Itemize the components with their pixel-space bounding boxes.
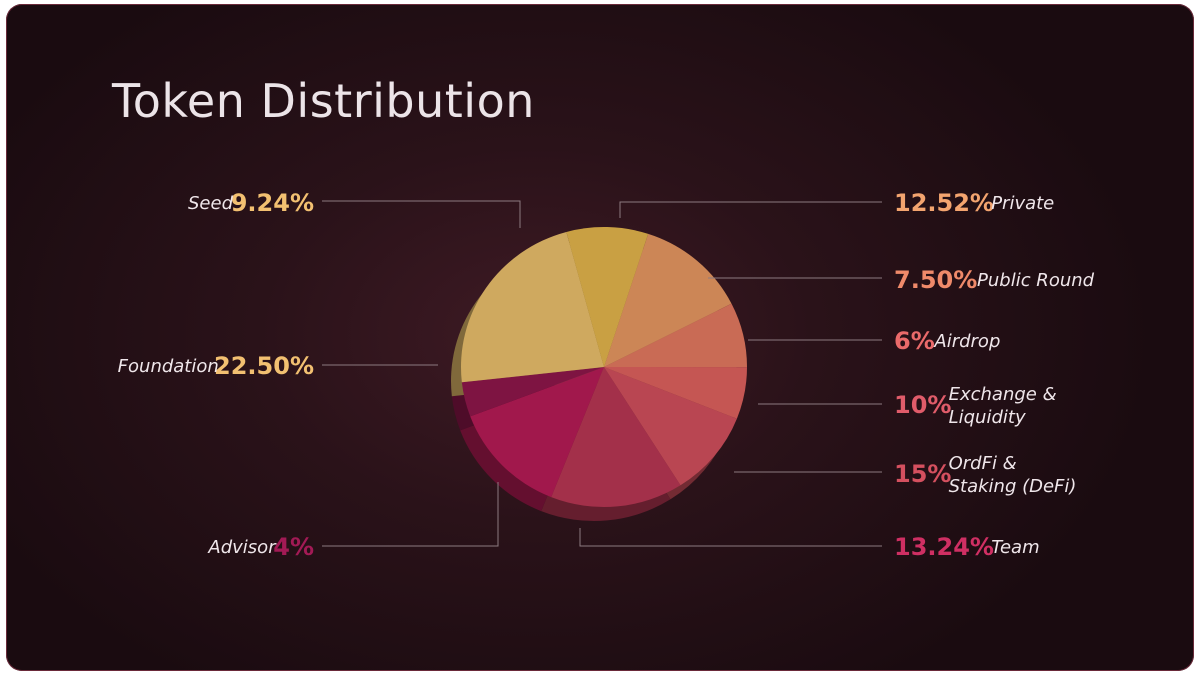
callout-line-seed xyxy=(322,200,521,228)
callout-name-airdrop: Airdrop xyxy=(933,331,1000,352)
pie-slices xyxy=(461,227,747,507)
callout-name-public-round: Public Round xyxy=(977,270,1095,291)
callout-pct-exchange-liquidity: 10% xyxy=(894,391,951,419)
chart-title: Token Distribution xyxy=(112,74,535,128)
callout-pct-public-round: 7.50% xyxy=(894,266,977,294)
callout-pct-advisor: 4% xyxy=(273,533,314,561)
callout-line-private xyxy=(619,201,882,218)
callout-name-exchange-liquidity: Exchange & xyxy=(949,384,1057,405)
pie-slice-exchange-liquidity xyxy=(604,367,737,486)
pie-slice-team xyxy=(470,367,604,498)
callout-name-ordfi-staking-defi: OrdFi & xyxy=(949,453,1017,474)
pie-slice-seed xyxy=(566,227,649,367)
callout-line-advisor xyxy=(322,482,499,547)
callout-name-team: Team xyxy=(991,537,1039,558)
pie-slice-ordfi-staking-defi xyxy=(551,367,681,507)
pie-slice-public-round xyxy=(604,303,747,368)
pie-slice-advisor xyxy=(461,367,604,417)
callout-name-advisor: Advisor xyxy=(207,537,277,558)
callout-line-team xyxy=(579,528,882,547)
callout-pct-team: 13.24% xyxy=(894,533,994,561)
pie-slice-foundation xyxy=(461,231,604,383)
callout-labels: 12.52%Private 7.50% Public Round 6% Airdrop 1… xyxy=(118,189,1095,561)
callout-name-private: Private xyxy=(991,193,1054,214)
callout-name-foundation: Foundation xyxy=(118,356,219,377)
callout-pct-airdrop: 6% xyxy=(894,327,935,355)
callout-name-seed: Seed xyxy=(188,193,234,214)
callout-pct-foundation: 22.50% xyxy=(214,352,314,380)
callout-name-exchange-liquidity: Liquidity xyxy=(949,407,1026,428)
callout-pct-ordfi-staking-defi: 15% xyxy=(894,460,951,488)
callout-pct-seed: 9.24% xyxy=(231,189,314,217)
callout-name-ordfi-staking-defi: Staking (DeFi) xyxy=(949,476,1077,497)
callout-pct-private: 12.52% xyxy=(894,189,994,217)
pie-slice-airdrop xyxy=(604,367,747,419)
pie-slice-private xyxy=(604,233,732,367)
